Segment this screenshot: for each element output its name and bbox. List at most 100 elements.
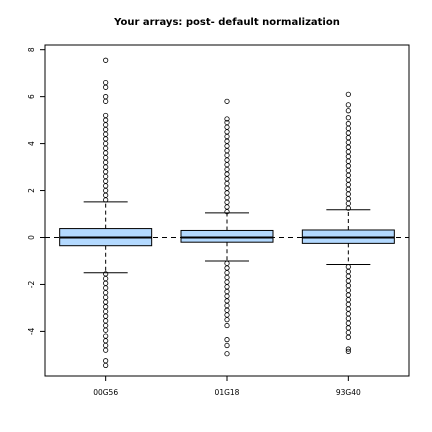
outlier-point [103, 98, 109, 104]
outlier-point [224, 204, 230, 210]
box-group [59, 57, 395, 369]
y-tick-label: -4 [27, 327, 36, 335]
outlier-point [224, 185, 230, 191]
outlier-point [103, 117, 109, 123]
outlier-point [224, 307, 230, 313]
outlier-point [103, 285, 109, 291]
y-tick-label: 2 [27, 188, 36, 193]
outlier-point [224, 129, 230, 135]
outlier-point [224, 270, 230, 276]
outlier-point [103, 84, 109, 90]
outlier-point [103, 299, 109, 305]
outlier-point [224, 284, 230, 290]
plot-frame [44, 44, 410, 377]
outlier-point [224, 176, 230, 182]
outlier-point [224, 312, 230, 318]
outlier-point [345, 139, 351, 146]
outlier-point [224, 288, 230, 295]
y-tick-label: 8 [27, 47, 36, 52]
outlier-point [224, 162, 230, 168]
outlier-point [103, 164, 109, 170]
outlier-point [103, 290, 109, 296]
outlier-point [103, 362, 109, 369]
outlier-point [345, 121, 351, 127]
outlier-point [103, 122, 109, 128]
outlier-point [345, 348, 351, 354]
outlier-point [103, 347, 109, 353]
outlier-point [103, 192, 109, 198]
x-tick-label: 93G40 [336, 388, 361, 397]
x-axis: 00G56 01G18 93G40 [93, 376, 361, 397]
outlier-point [345, 278, 351, 284]
y-tick-label: 6 [27, 94, 36, 99]
outlier-point [345, 149, 351, 155]
outlier-point [224, 351, 230, 357]
outlier-point [103, 131, 109, 137]
outlier-point [345, 163, 351, 169]
outlier-point [224, 279, 230, 285]
outlier-point [103, 145, 109, 151]
outlier-point [224, 157, 230, 163]
outlier-point [345, 102, 351, 108]
outlier-point [345, 91, 351, 97]
outlier-point [345, 125, 351, 131]
outlier-point [103, 155, 109, 161]
outlier-point [224, 143, 230, 149]
outlier-point [224, 166, 230, 173]
outlier-point [345, 334, 351, 340]
outlier-point [345, 301, 351, 308]
outlier-point [103, 178, 109, 184]
outlier-point [103, 322, 109, 329]
outlier-point [103, 112, 109, 119]
outlier-point [345, 325, 351, 331]
outlier-point [224, 194, 230, 201]
outlier-point [224, 116, 230, 122]
x-tick-label: 00G56 [93, 388, 118, 397]
outlier-point [345, 287, 351, 293]
outlier-point [224, 322, 230, 329]
outlier-point [103, 150, 109, 156]
outlier-point [345, 273, 351, 279]
outlier-point [103, 126, 109, 133]
outlier-point [345, 346, 351, 352]
outlier-point [224, 171, 230, 177]
outlier-point [103, 94, 109, 100]
box-1 [59, 57, 153, 369]
outlier-point [224, 293, 230, 299]
outlier-point [224, 133, 230, 140]
chart-title: Your arrays: post- default normalization [113, 17, 340, 28]
outlier-point [345, 182, 351, 188]
outlier-point [345, 167, 351, 174]
outlier-point [103, 308, 109, 315]
outlier-point [224, 298, 230, 304]
outlier-point [224, 190, 230, 196]
outlier-point [345, 268, 351, 275]
outlier-point [345, 172, 351, 178]
outlier-point [224, 124, 230, 130]
outlier-point [103, 280, 109, 286]
outlier-point [224, 337, 230, 343]
outlier-point [345, 186, 351, 192]
y-tick-label: -2 [27, 280, 36, 288]
outlier-point [103, 79, 109, 86]
outlier-point [345, 306, 351, 312]
outlier-point [103, 342, 109, 349]
outlier-point [103, 187, 109, 194]
outlier-point [103, 169, 109, 175]
outlier-point [103, 358, 109, 364]
outlier-point [345, 329, 351, 336]
outlier-point [224, 342, 230, 349]
box-3 [301, 91, 395, 354]
outlier-point [224, 199, 230, 205]
outlier-point [345, 153, 351, 160]
outlier-point [345, 311, 351, 317]
outlier-point [345, 115, 351, 121]
outlier-point [224, 265, 230, 271]
iqr-box [180, 229, 274, 243]
outlier-point [345, 144, 351, 150]
outlier-point [345, 315, 351, 322]
outlier-point [224, 260, 230, 266]
outlier-point [345, 158, 351, 164]
outlier-point [345, 292, 351, 298]
